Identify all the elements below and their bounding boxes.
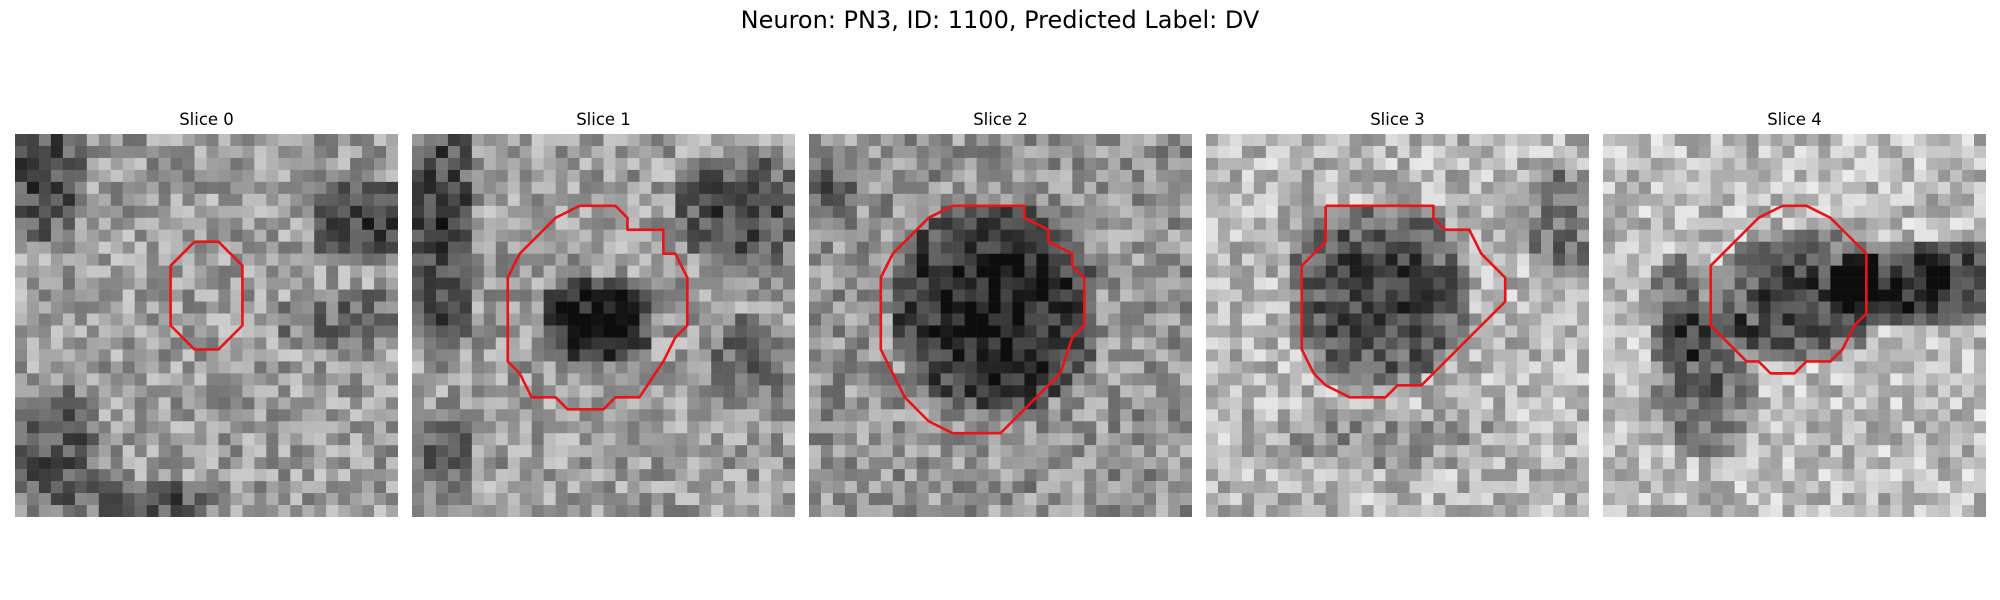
microscopy-patch: [412, 134, 795, 517]
slice-title: Slice 3: [1370, 110, 1425, 129]
slice-panel-4: Slice 4: [1603, 109, 1986, 517]
roi-contour: [879, 204, 1086, 435]
slice-image: [412, 134, 795, 517]
microscopy-patch: [15, 134, 398, 517]
microscopy-patch: [1206, 134, 1589, 517]
slice-title: Slice 4: [1767, 110, 1822, 129]
slice-panel-0: Slice 0: [15, 109, 398, 517]
slice-image: [1603, 134, 1986, 517]
slice-image: [1206, 134, 1589, 517]
slice-panel-2: Slice 2: [809, 109, 1192, 517]
microscopy-patch: [809, 134, 1192, 517]
slice-title: Slice 2: [973, 110, 1028, 129]
slice-title: Slice 1: [576, 110, 631, 129]
slice-title: Slice 0: [179, 110, 234, 129]
figure-title: Neuron: PN3, ID: 1100, Predicted Label: …: [740, 6, 1260, 34]
slice-panel-1: Slice 1: [412, 109, 795, 517]
roi-contour: [1709, 204, 1868, 375]
slice-image: [809, 134, 1192, 517]
slice-panel-3: Slice 3: [1206, 109, 1589, 517]
roi-contour: [1300, 204, 1507, 399]
roi-contour: [169, 240, 244, 351]
roi-contour: [506, 204, 689, 411]
microscopy-patch: [1603, 134, 1986, 517]
slice-image: [15, 134, 398, 517]
